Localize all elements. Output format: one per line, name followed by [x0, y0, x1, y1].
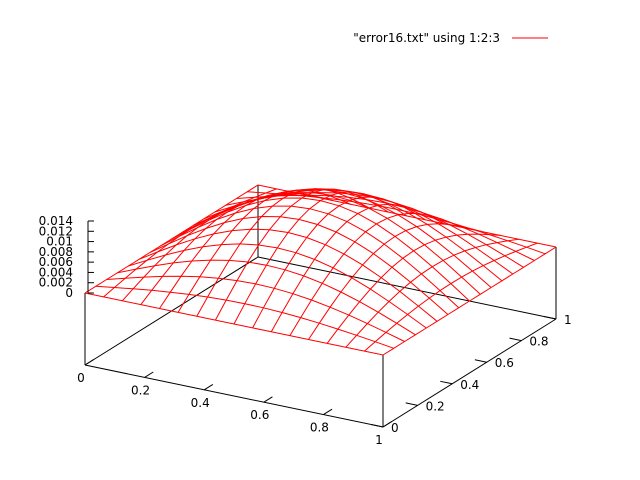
y-tick-label: 0	[391, 421, 399, 435]
mesh-line-y	[236, 194, 535, 261]
mesh-line-y	[117, 259, 416, 336]
x-tick	[203, 383, 214, 391]
y-tick-label: 0.4	[460, 378, 479, 392]
z-tick-label: 0.01	[46, 235, 73, 249]
x-tick-label: 0.8	[310, 421, 329, 435]
mesh-line-y	[138, 228, 438, 322]
mesh-line-x	[177, 189, 352, 313]
y-tick-label: 0.6	[495, 356, 514, 370]
mesh-line-y	[95, 285, 394, 349]
z-tick-label: 0.002	[39, 276, 73, 290]
y-tick	[440, 380, 453, 385]
x-tick	[263, 396, 273, 403]
mesh-line-y	[257, 184, 557, 248]
mesh-line-y	[128, 243, 427, 329]
x-tick-label: 0	[77, 371, 85, 385]
y-axis-line	[382, 318, 557, 428]
mesh-line-y	[247, 191, 546, 255]
mesh-line-y	[171, 197, 470, 302]
y-tick-label: 1	[564, 313, 572, 327]
z-tick-label: 0.006	[39, 255, 73, 269]
x-tick-label: 0.2	[131, 383, 150, 397]
mesh-line-x	[382, 246, 557, 356]
mesh-line-x	[103, 188, 277, 298]
y-tick	[370, 424, 384, 428]
z-tick-label: 0.008	[39, 245, 73, 259]
z-tick-label: 0.014	[39, 214, 73, 228]
z-tick-label: 0	[65, 286, 73, 300]
y-tick-label: 0.8	[529, 335, 548, 349]
mesh-line-x	[270, 203, 445, 333]
base-edge-back	[257, 256, 557, 320]
y-tick	[543, 316, 557, 320]
x-tick	[84, 359, 94, 366]
surface-mesh	[84, 184, 557, 356]
x-tick-label: 0.6	[250, 408, 269, 422]
legend: "error16.txt" using 1:2:3	[353, 31, 548, 45]
x-tick-label: 0.4	[191, 396, 210, 410]
mesh-line-y	[182, 192, 481, 295]
y-tick-label: 0.2	[426, 399, 445, 413]
axes: 00.0020.0040.0060.0080.010.0120.01400.20…	[39, 214, 572, 447]
z-tick-label: 0.012	[39, 224, 73, 238]
x-tick	[382, 421, 392, 428]
mesh-line-x	[364, 242, 538, 352]
y-tick	[405, 402, 418, 406]
x-tick-label: 1	[375, 433, 383, 447]
x-tick	[323, 408, 333, 416]
y-tick	[509, 337, 522, 342]
x-axis-line	[84, 364, 384, 428]
mesh-line-x	[345, 238, 519, 348]
mesh-line-y	[214, 189, 514, 275]
mesh-line-x	[326, 233, 501, 344]
x-tick	[144, 371, 154, 378]
legend-label: "error16.txt" using 1:2:3	[353, 31, 500, 45]
y-tick	[474, 359, 487, 363]
z-tick-label: 0.004	[39, 265, 73, 279]
